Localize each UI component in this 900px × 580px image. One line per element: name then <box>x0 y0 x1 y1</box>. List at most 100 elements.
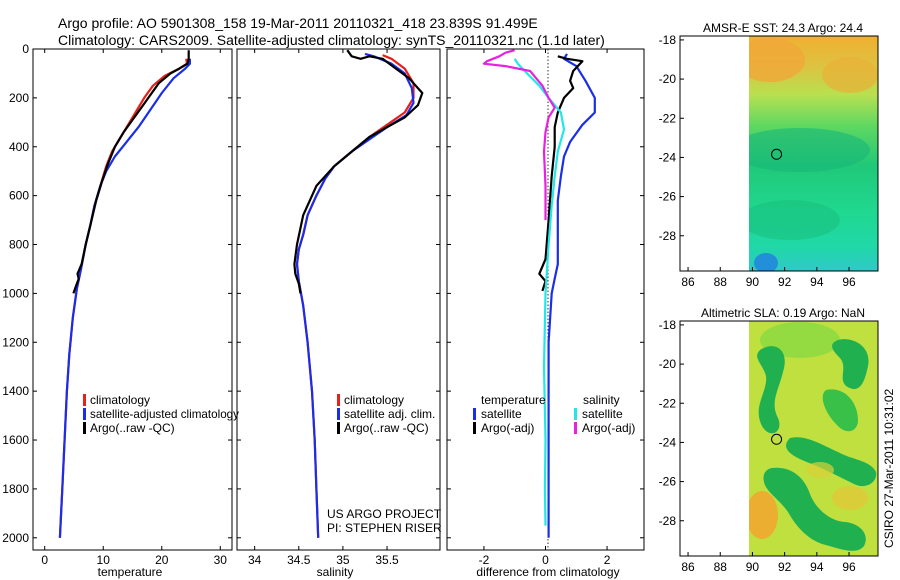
salinity-axes <box>236 48 441 551</box>
series-temperature-satellite <box>547 53 596 538</box>
difference-xlabel: difference from climatology <box>476 565 619 579</box>
x-tick-label: 2 <box>604 553 611 567</box>
sst-warm-patch <box>822 57 878 93</box>
x-tick-label: 0 <box>41 553 48 567</box>
series-salinity-satellite <box>513 58 566 526</box>
y-tick-label: 2000 <box>2 531 29 545</box>
legend-label-argo: Argo(..raw -QC) <box>344 421 429 435</box>
y-tick-label: -20 <box>659 357 677 371</box>
x-tick-label: 92 <box>778 275 792 289</box>
legend-swatch-climatology <box>83 394 86 406</box>
difference-legend: temperature salinity satellite Argo(-adj… <box>473 393 635 435</box>
legend-swatch-satellite <box>337 408 340 420</box>
sst-map-title: AMSR-E SST: 24.3 Argo: 24.4 <box>703 21 863 35</box>
sla-low-anomaly <box>763 467 866 551</box>
series-temperature-argo <box>538 55 584 292</box>
y-tick-label: 1200 <box>2 335 29 349</box>
x-tick-label: 94 <box>810 560 824 574</box>
y-tick-label: 200 <box>9 91 29 105</box>
legend-swatch-argo <box>83 422 86 434</box>
legend-label-argo: Argo(..raw -QC) <box>90 421 175 435</box>
x-tick-label: 90 <box>746 275 760 289</box>
sst-map-panel: AMSR-E SST: 24.3 Argo: 24.4 86 88 90 92 94 96… <box>659 21 879 289</box>
y-tick-label: 1800 <box>2 482 29 496</box>
y-tick-label: -22 <box>659 396 677 410</box>
x-tick-label: 30 <box>214 553 228 567</box>
sst-blue-patch <box>754 253 778 271</box>
y-tick-label: 400 <box>9 140 29 154</box>
sla-high-anomaly <box>832 486 868 510</box>
x-tick-label: 0 <box>542 553 549 567</box>
y-tick-label: -28 <box>659 514 677 528</box>
y-tick-label: 0 <box>22 42 29 56</box>
y-tick-label: -26 <box>659 190 677 204</box>
difference-panel: -2 0 2 difference from climatology tempera… <box>446 48 645 579</box>
y-tick-label: -28 <box>659 229 677 243</box>
sla-low-anomaly <box>786 437 877 487</box>
header-title-line1: Argo profile: AO 5901308_158 19-Mar-2011… <box>58 15 538 31</box>
sst-features <box>749 38 878 271</box>
x-tick-label: 88 <box>714 560 728 574</box>
sla-patch <box>760 322 840 358</box>
x-tick-label: 92 <box>778 560 792 574</box>
y-tick-label: -18 <box>659 318 677 332</box>
x-tick-label: 86 <box>681 560 695 574</box>
salinity-legend: climatology satellite adj. clim. Argo(..… <box>337 393 435 435</box>
x-tick-label: 34.5 <box>287 553 311 567</box>
sla-features <box>749 322 877 551</box>
sla-low-anomaly <box>822 389 858 432</box>
argo-float-marker <box>771 148 783 160</box>
legend-swatch-sal-argo <box>574 422 577 434</box>
legend-label-climatology: climatology <box>344 393 404 407</box>
legend-label-sal-satellite: satellite <box>582 407 623 421</box>
sst-map-axes <box>679 35 879 272</box>
salinity-xlabel: salinity <box>317 565 354 579</box>
legend-label-climatology: climatology <box>90 393 150 407</box>
y-tick-label: 1000 <box>2 286 29 300</box>
legend-title-salinity: salinity <box>583 393 620 407</box>
sst-cool-band <box>749 200 840 240</box>
y-tick-label: 1400 <box>2 384 29 398</box>
legend-label-satellite: satellite-adjusted climatology <box>90 407 239 421</box>
temperature-panel: 0 200 400 600 800 1000 1200 1400 1600 1800 2000 0 1… <box>2 42 239 579</box>
y-tick-label: -22 <box>659 111 677 125</box>
temperature-xlabel: temperature <box>98 565 163 579</box>
x-tick-label: 20 <box>155 553 169 567</box>
y-tick-label: -18 <box>659 33 677 47</box>
legend-swatch-argo <box>337 422 340 434</box>
x-tick-label: 10 <box>97 553 111 567</box>
header-title-line2: Climatology: CARS2009. Satellite-adjuste… <box>58 32 605 48</box>
y-tick-label: -26 <box>659 475 677 489</box>
sla-map-title: Altimetric SLA: 0.19 Argo: NaN <box>701 306 865 320</box>
project-label: US ARGO PROJECT <box>327 507 442 521</box>
y-tick-label: -24 <box>659 435 677 449</box>
sla-map-axes <box>679 320 879 557</box>
x-tick-label: 96 <box>842 560 856 574</box>
y-tick-label: 800 <box>9 238 29 252</box>
temperature-legend: climatology satellite-adjusted climatolo… <box>83 393 239 435</box>
sla-map-panel: Altimetric SLA: 0.19 Argo: NaN 86 88 90 92 9… <box>659 306 879 574</box>
x-tick-label: 94 <box>810 275 824 289</box>
sst-cool-band <box>749 128 870 172</box>
x-tick-label: 86 <box>681 275 695 289</box>
x-tick-label: 35.5 <box>375 553 399 567</box>
x-tick-label: 90 <box>746 560 760 574</box>
argo-float-marker <box>771 433 783 445</box>
series-argo <box>293 49 424 294</box>
csiro-timestamp: CSIRO 27-Mar-2011 10:31:02 <box>882 388 896 548</box>
sla-high-anomaly <box>749 491 778 539</box>
legend-label-temp-satellite: satellite <box>481 407 522 421</box>
y-tick-label: -20 <box>659 72 677 86</box>
salinity-panel: 34 34.5 35 35.5 salinity climatology satell… <box>236 48 442 579</box>
x-tick-label: 96 <box>842 275 856 289</box>
sst-warm-patch <box>749 38 805 82</box>
legend-title-temperature: temperature <box>481 393 546 407</box>
legend-swatch-temp-argo <box>473 422 476 434</box>
temperature-axes <box>32 48 233 551</box>
series-salinity-argo <box>482 49 556 221</box>
legend-label-satellite: satellite adj. clim. <box>344 407 435 421</box>
sla-low-anomaly <box>832 339 869 390</box>
series-satellite <box>295 52 415 538</box>
x-tick-label: 35 <box>336 553 350 567</box>
